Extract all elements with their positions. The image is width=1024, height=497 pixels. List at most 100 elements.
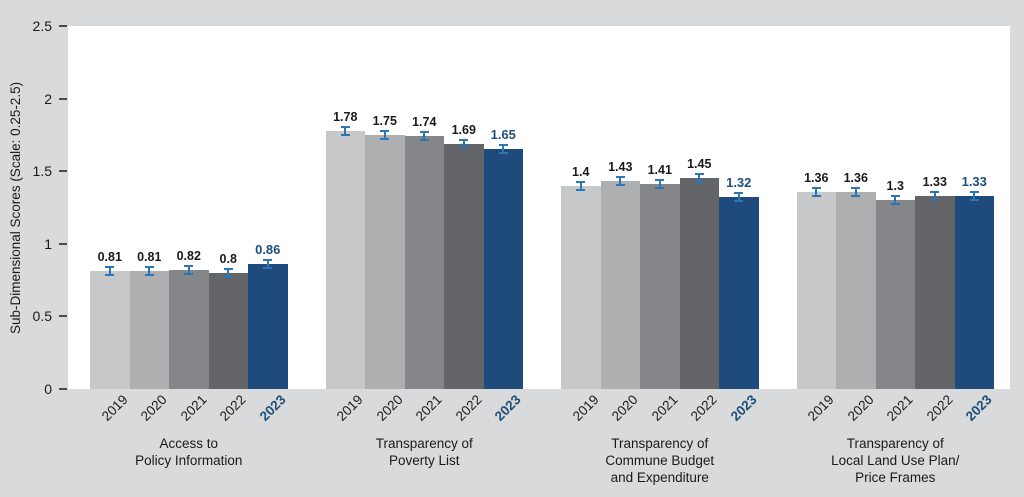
year-tick-label: 2022 (688, 392, 720, 424)
bar-value-label: 1.36 (843, 170, 868, 185)
error-bar (105, 266, 115, 277)
group-label: Transparency of Poverty List (375, 436, 473, 468)
bar-column: 1.45 2022 (679, 26, 720, 424)
error-bar (340, 125, 350, 136)
year-tick-label: 2021 (413, 392, 445, 424)
year-tick-label: 2019 (98, 392, 131, 424)
error-bar (694, 173, 704, 184)
bar-column: 1.69 2022 (444, 26, 484, 424)
bar (169, 269, 209, 389)
bar-value-label: 0.82 (176, 248, 201, 263)
y-axis-tick-mark (59, 315, 67, 318)
bar-column: 0.82 2021 (169, 26, 209, 424)
year-tick-label: 2023 (963, 392, 995, 424)
bar-value-label: 1.69 (451, 122, 476, 137)
bar (404, 136, 444, 389)
bar-value-label: 1.74 (412, 115, 437, 130)
bar-value-label: 1.45 (687, 157, 712, 172)
y-axis-tick-label: 1.5 (32, 163, 52, 180)
y-axis: 0 0.5 1 1.5 2 2.5 (0, 19, 68, 396)
bar-column: 0.81 2020 (129, 26, 170, 424)
y-axis-tick-label: 2.5 (32, 18, 52, 34)
y-axis-tick-mark (59, 242, 67, 245)
error-bar (734, 192, 744, 203)
bar (915, 195, 955, 389)
bar-value-label: 1.3 (886, 179, 904, 194)
bar-value-label: 0.81 (97, 250, 122, 265)
year-tick-label: 2022 (217, 392, 249, 424)
bar-column: 1.75 2020 (365, 26, 405, 424)
year-tick-label: 2022 (452, 392, 485, 424)
y-axis-tick-label: 0 (44, 381, 52, 397)
year-tick-label: 2020 (373, 392, 406, 424)
bar-column: 1.4 2019 (561, 26, 601, 424)
bar (796, 191, 836, 389)
bar-group: 1.4 2019 1.43 2020 1.41 2021 1.45 2022 1.32 2023 T… (561, 26, 759, 485)
error-bar (615, 176, 625, 187)
bar-column: 1.74 2021 (404, 26, 445, 424)
bar-value-label: 1.4 (572, 164, 590, 179)
year-tick-label: 2023 (256, 392, 289, 424)
bar-value-label: 1.78 (333, 109, 358, 124)
bar-value-label: 1.43 (608, 160, 633, 175)
error-bar (811, 186, 821, 197)
bar (325, 130, 365, 389)
bar (875, 200, 915, 389)
y-axis-tick-label: 0.5 (32, 308, 52, 325)
bar-value-label: 1.33 (922, 174, 947, 189)
year-tick-label: 2023 (727, 392, 760, 424)
bar (129, 271, 169, 389)
error-bar (263, 259, 273, 270)
bar (600, 181, 640, 389)
y-axis-tick-label: 1 (44, 235, 52, 252)
bar-group: 1.36 2019 1.36 2020 1.3 2021 1.33 2022 1.33 2023 T… (796, 26, 995, 485)
error-bar (576, 180, 586, 191)
year-tick-label: 2020 (844, 392, 877, 424)
year-tick-label: 2020 (138, 392, 170, 424)
bar-column: 1.36 2020 (836, 26, 876, 424)
bar-value-label: 0.8 (219, 251, 237, 266)
error-bar (223, 267, 233, 278)
year-tick-label: 2021 (177, 392, 210, 424)
bar-group: 1.78 2019 1.75 2020 1.74 2021 1.69 2022 1.65 2023… (325, 26, 524, 468)
bar (365, 134, 405, 389)
year-tick-label: 2020 (609, 392, 641, 424)
bar-column: 0.81 2019 (90, 26, 130, 424)
bar-value-label: 1.33 (961, 173, 987, 189)
bar-column: 1.3 2021 (875, 26, 916, 424)
bar (640, 184, 680, 389)
bar-column: 1.33 2022 (915, 26, 955, 424)
bar-column: 1.32 2023 (719, 26, 759, 424)
bar (679, 178, 719, 389)
bar-column: 1.78 2019 (325, 26, 366, 424)
error-bar (969, 190, 979, 201)
bar-column: 1.65 2023 (483, 26, 524, 424)
year-tick-label: 2022 (923, 392, 956, 424)
y-axis-tick-mark (59, 170, 67, 173)
bar (248, 264, 288, 389)
bar-value-label: 1.36 (804, 170, 829, 185)
error-bar (144, 266, 154, 277)
error-bar (498, 144, 508, 155)
plot-area: 0.81 2019 0.81 2020 0.82 2021 0.8 2022 0.86 2023 A… (68, 26, 1010, 485)
group-label: Transparency of Commune Budget and Expendi… (605, 436, 715, 485)
bar-value-label: 1.32 (726, 175, 752, 191)
bar-column: 1.36 2019 (796, 26, 837, 424)
bar (561, 185, 601, 389)
error-bar (380, 129, 390, 140)
bar (483, 149, 523, 389)
bar (719, 197, 759, 389)
error-bar (930, 190, 940, 201)
error-bar (419, 131, 429, 142)
y-axis-tick-mark (59, 97, 67, 100)
bar-group: 0.81 2019 0.81 2020 0.82 2021 0.8 2022 0.86 2023 A… (90, 26, 288, 468)
year-tick-label: 2021 (648, 392, 681, 424)
bar (208, 272, 248, 389)
y-axis-tick-mark (59, 388, 67, 390)
bar-column: 1.41 2021 (640, 26, 680, 424)
group-label: Access to Policy Information (135, 436, 243, 468)
bar-value-label: 1.41 (647, 163, 672, 178)
error-bar (459, 138, 469, 149)
bar (836, 191, 876, 389)
